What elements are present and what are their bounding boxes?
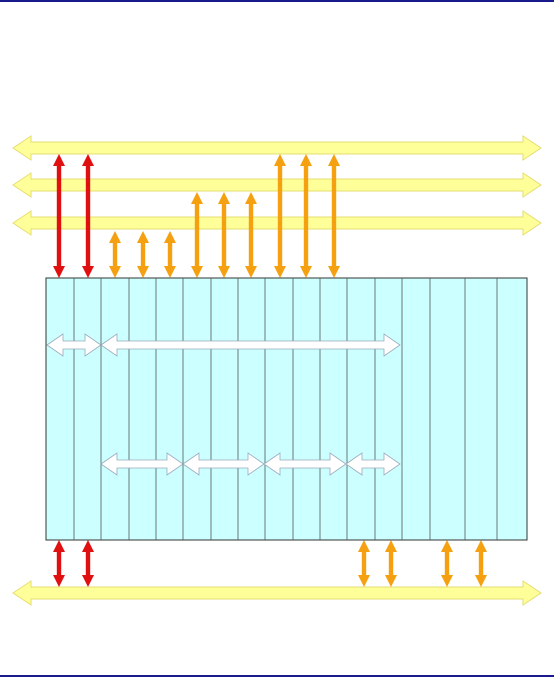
orange-arrow xyxy=(328,154,340,278)
orange-arrow xyxy=(164,231,176,278)
bus-arrow xyxy=(12,135,542,161)
internal-arrow xyxy=(100,333,401,357)
module-block xyxy=(45,277,528,541)
orange-arrow xyxy=(109,231,121,278)
red-arrow xyxy=(53,540,65,587)
orange-arrow xyxy=(441,540,453,587)
orange-arrow xyxy=(385,540,397,587)
orange-arrow xyxy=(475,540,487,587)
internal-arrow xyxy=(345,452,401,476)
orange-arrow xyxy=(358,540,370,587)
red-arrow xyxy=(82,540,94,587)
bus-arrow xyxy=(12,172,542,198)
orange-arrow xyxy=(191,192,203,278)
orange-arrow xyxy=(274,154,286,278)
orange-arrow xyxy=(245,192,257,278)
bus-arrow xyxy=(12,210,542,236)
orange-arrow xyxy=(137,231,149,278)
orange-arrow xyxy=(300,154,312,278)
red-arrow xyxy=(53,154,65,278)
red-arrow xyxy=(82,154,94,278)
orange-arrow xyxy=(218,192,230,278)
bus-arrow xyxy=(12,580,542,606)
